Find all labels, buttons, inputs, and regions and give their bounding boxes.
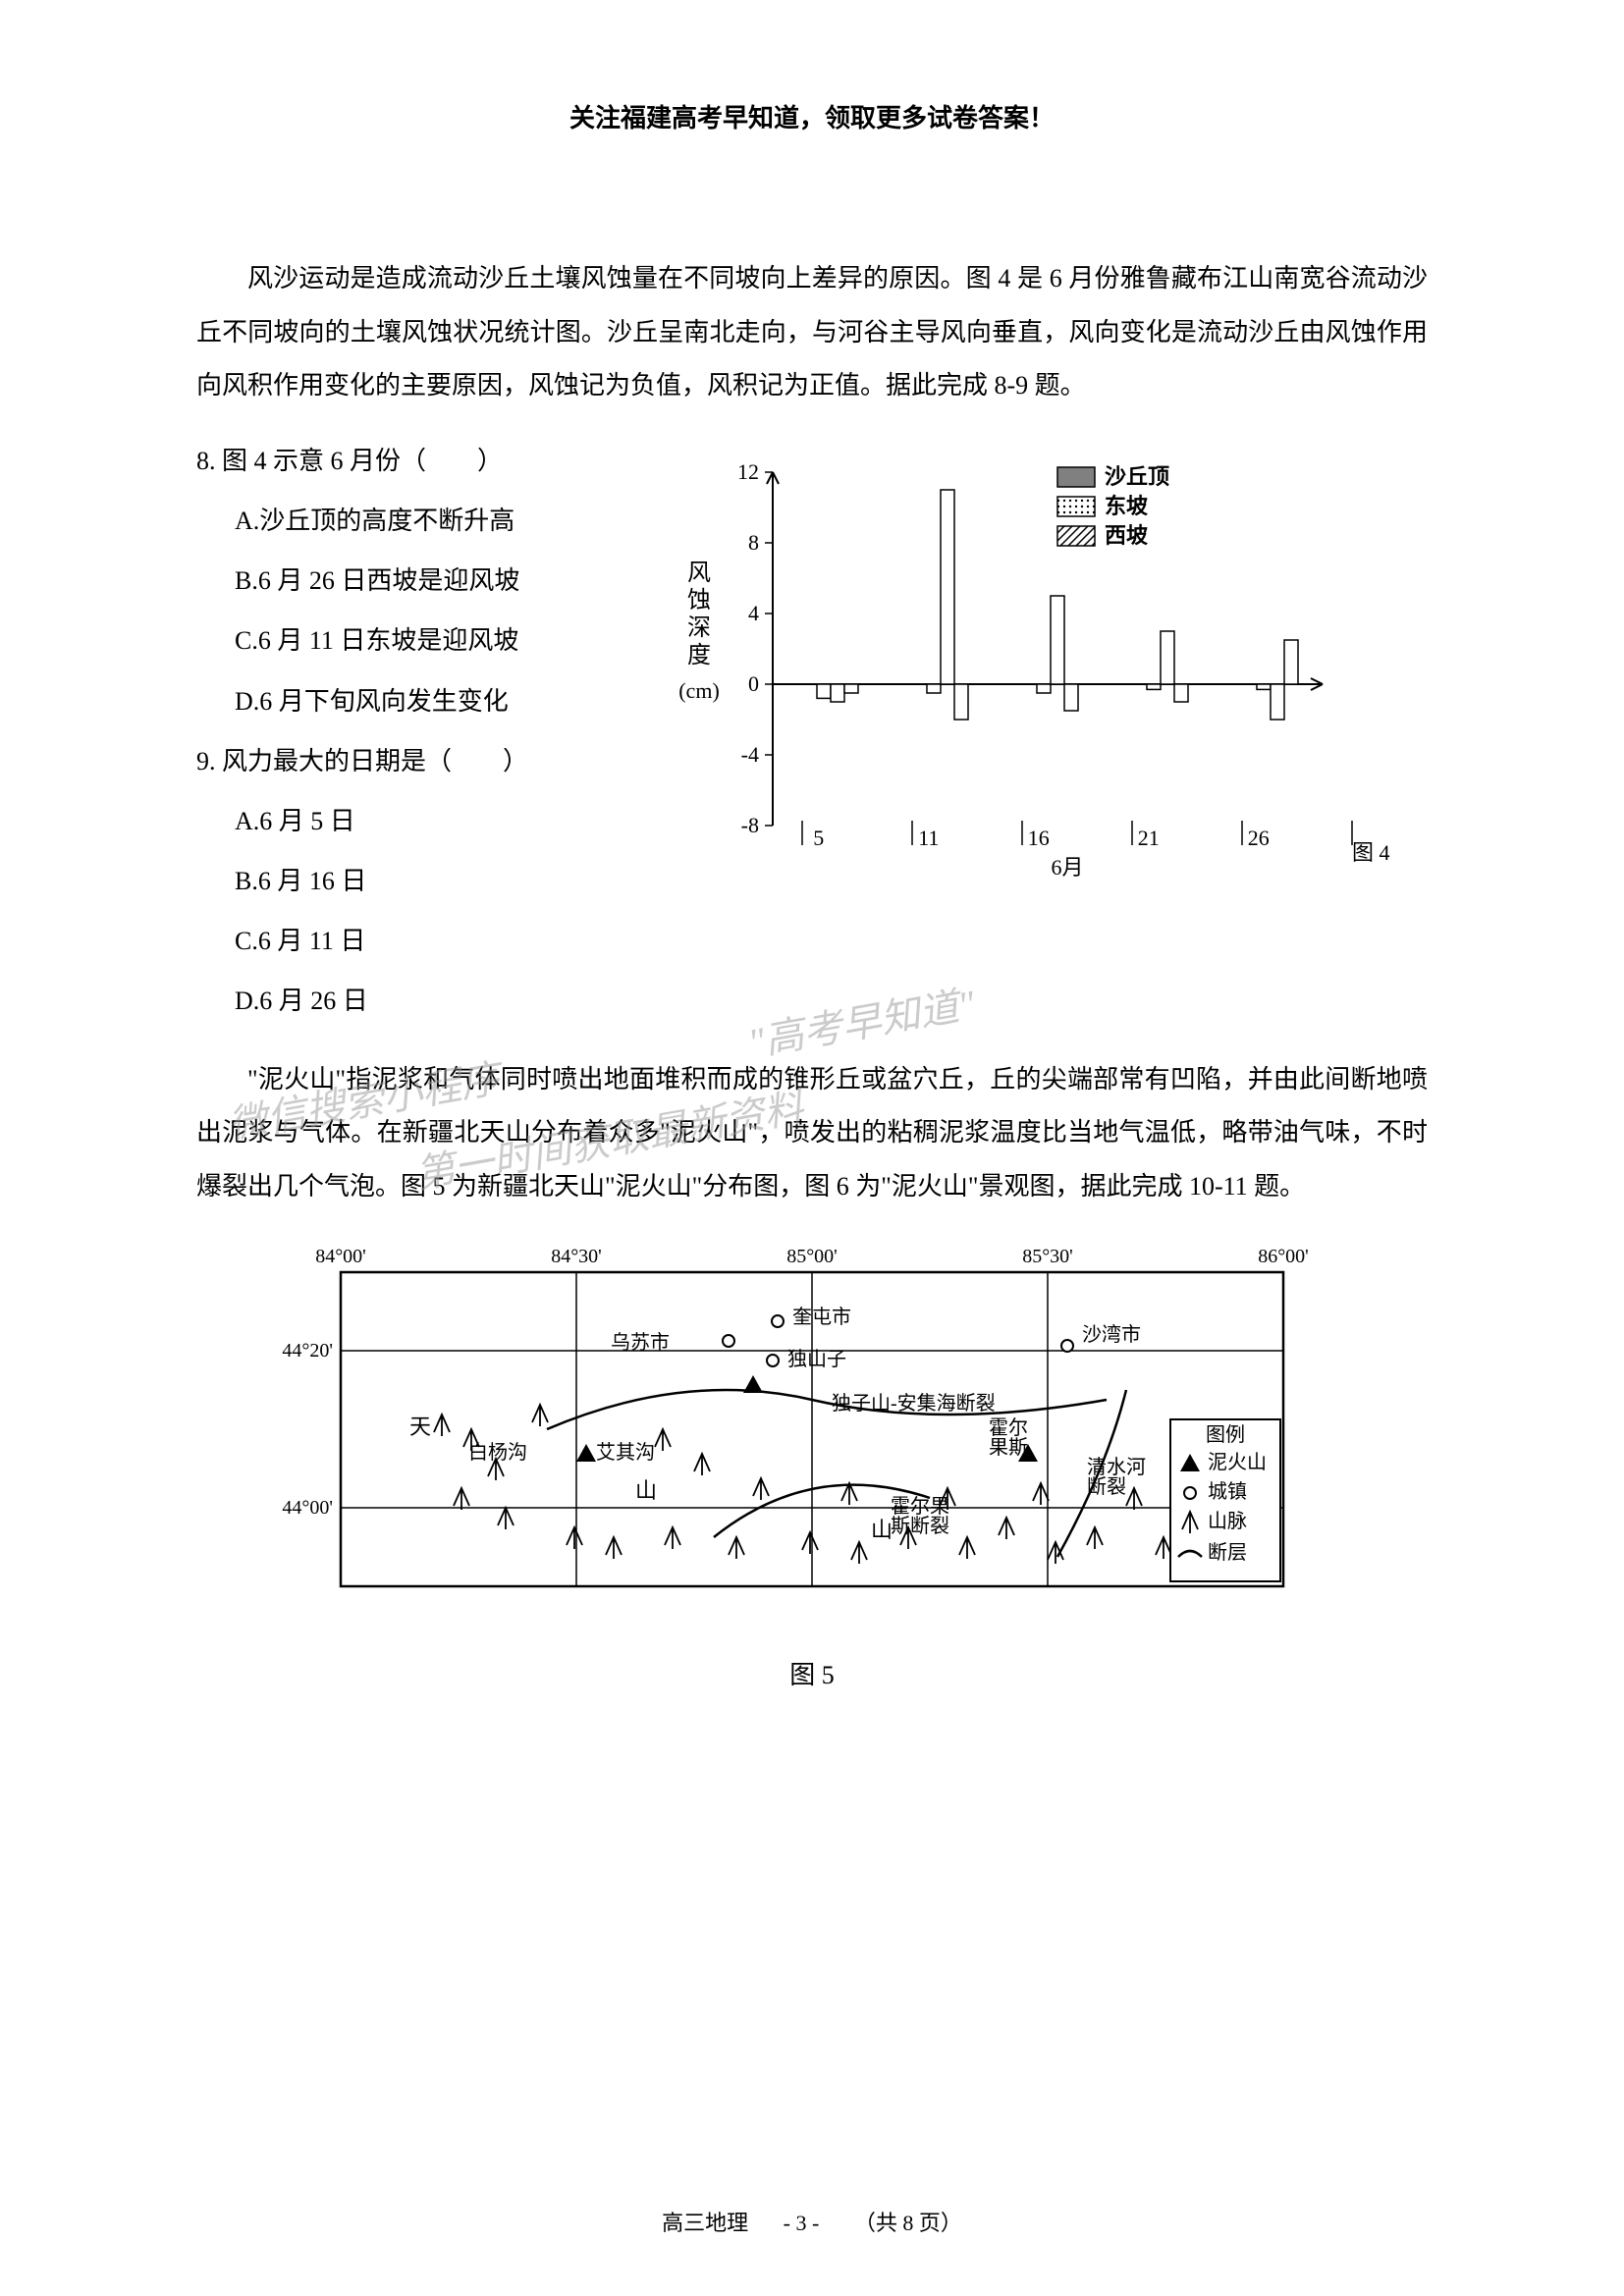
q8-opt-b: B.6 月 26 日西坡是迎风坡 [196, 553, 609, 609]
svg-text:断层: 断层 [1208, 1541, 1247, 1564]
svg-text:城镇: 城镇 [1208, 1480, 1247, 1503]
svg-text:(cm): (cm) [678, 678, 720, 703]
svg-text:21: 21 [1138, 826, 1160, 850]
svg-text:奎屯市: 奎屯市 [792, 1306, 851, 1328]
svg-text:斯断裂: 斯断裂 [891, 1515, 949, 1537]
page-footer: 高三地理 - 3 - （共 8 页） [0, 2206, 1624, 2237]
svg-text:蚀: 蚀 [687, 587, 711, 614]
svg-text:独子山-安集海断裂: 独子山-安集海断裂 [832, 1392, 996, 1415]
svg-text:84°30': 84°30' [551, 1246, 602, 1267]
svg-text:6月: 6月 [1051, 855, 1083, 880]
svg-text:东坡: 东坡 [1105, 494, 1148, 518]
svg-text:沙丘顶: 沙丘顶 [1105, 464, 1169, 489]
figure-5-map: 84°00' 84°30' 85°00' 85°30' 86°00' 44°20' 44°0… [272, 1233, 1352, 1645]
svg-text:独山子: 独山子 [787, 1348, 846, 1370]
q9-opt-b: B.6 月 16 日 [196, 853, 609, 909]
svg-text:西坡: 西坡 [1105, 523, 1148, 548]
questions-block-1: 8. 图 4 示意 6 月份（ ） A.沙丘顶的高度不断升高 B.6 月 26 … [196, 433, 1428, 1034]
svg-text:44°20': 44°20' [282, 1340, 333, 1362]
svg-text:度: 度 [687, 642, 711, 668]
svg-text:84°00': 84°00' [315, 1246, 366, 1267]
q9-opt-d: D.6 月 26 日 [196, 973, 609, 1029]
svg-text:85°00': 85°00' [786, 1246, 838, 1267]
svg-text:天: 天 [409, 1415, 431, 1439]
q8-opt-c: C.6 月 11 日东坡是迎风坡 [196, 613, 609, 668]
footer-page: - 3 - [784, 2211, 820, 2235]
passage-2: "泥火山"指泥浆和气体同时喷出地面堆积而成的锥形丘或盆穴丘，丘的尖端部常有凹陷，… [196, 1053, 1428, 1214]
passage-1: 风沙运动是造成流动沙丘土壤风蚀量在不同坡向上差异的原因。图 4 是 6 月份雅鲁… [196, 252, 1428, 413]
q9-stem: 9. 风力最大的日期是（ ） [196, 733, 609, 789]
svg-text:-4: -4 [741, 742, 759, 767]
svg-text:果斯: 果斯 [989, 1436, 1028, 1459]
chart-svg: -8 -4 0 4 8 12 风蚀深度 (cm) 5 11 16 21 26 6月 图 4 沙丘顶东坡西坡 [628, 433, 1428, 924]
svg-text:白杨沟: 白杨沟 [468, 1441, 527, 1464]
svg-text:山: 山 [635, 1478, 657, 1503]
svg-text:0: 0 [748, 671, 759, 696]
svg-text:山脉: 山脉 [1208, 1510, 1247, 1532]
svg-text:26: 26 [1248, 826, 1270, 850]
map-svg: 84°00' 84°30' 85°00' 85°30' 86°00' 44°20' 44°0… [272, 1233, 1352, 1645]
figure-5-label: 图 5 [196, 1655, 1428, 1691]
svg-text:11: 11 [918, 826, 939, 850]
svg-text:44°00': 44°00' [282, 1497, 333, 1519]
q8-opt-d: D.6 月下旬风向发生变化 [196, 673, 609, 729]
page-header: 关注福建高考早知道，领取更多试卷答案！ [196, 98, 1428, 134]
svg-text:12: 12 [737, 459, 759, 484]
svg-text:深: 深 [687, 614, 711, 641]
svg-text:8: 8 [748, 530, 759, 555]
svg-text:清水河: 清水河 [1087, 1456, 1146, 1478]
footer-subject: 高三地理 [662, 2211, 748, 2235]
svg-text:山: 山 [871, 1518, 893, 1542]
svg-text:-8: -8 [741, 813, 759, 837]
q9-opt-a: A.6 月 5 日 [196, 793, 609, 849]
svg-text:5: 5 [813, 826, 824, 850]
svg-text:16: 16 [1028, 826, 1050, 850]
figure-4-chart: -8 -4 0 4 8 12 风蚀深度 (cm) 5 11 16 21 26 6月 图 4 沙丘顶东坡西坡 [628, 433, 1428, 924]
svg-text:艾其沟: 艾其沟 [596, 1441, 655, 1464]
svg-text:85°30': 85°30' [1022, 1246, 1073, 1267]
q8-opt-a: A.沙丘顶的高度不断升高 [196, 493, 609, 549]
svg-text:沙湾市: 沙湾市 [1082, 1323, 1141, 1346]
svg-text:乌苏市: 乌苏市 [611, 1331, 670, 1354]
q9-opt-c: C.6 月 11 日 [196, 913, 609, 969]
svg-text:霍尔果: 霍尔果 [891, 1495, 949, 1518]
svg-text:4: 4 [748, 601, 759, 625]
q8-stem: 8. 图 4 示意 6 月份（ ） [196, 433, 609, 489]
svg-text:霍尔: 霍尔 [989, 1416, 1028, 1439]
footer-total: （共 8 页） [854, 2211, 962, 2235]
svg-text:泥火山: 泥火山 [1208, 1451, 1267, 1473]
svg-text:图例: 图例 [1206, 1423, 1245, 1446]
svg-text:86°00': 86°00' [1258, 1246, 1309, 1267]
questions-left-col: 8. 图 4 示意 6 月份（ ） A.沙丘顶的高度不断升高 B.6 月 26 … [196, 433, 609, 1034]
svg-text:图 4: 图 4 [1352, 840, 1390, 865]
svg-text:风: 风 [687, 561, 711, 586]
